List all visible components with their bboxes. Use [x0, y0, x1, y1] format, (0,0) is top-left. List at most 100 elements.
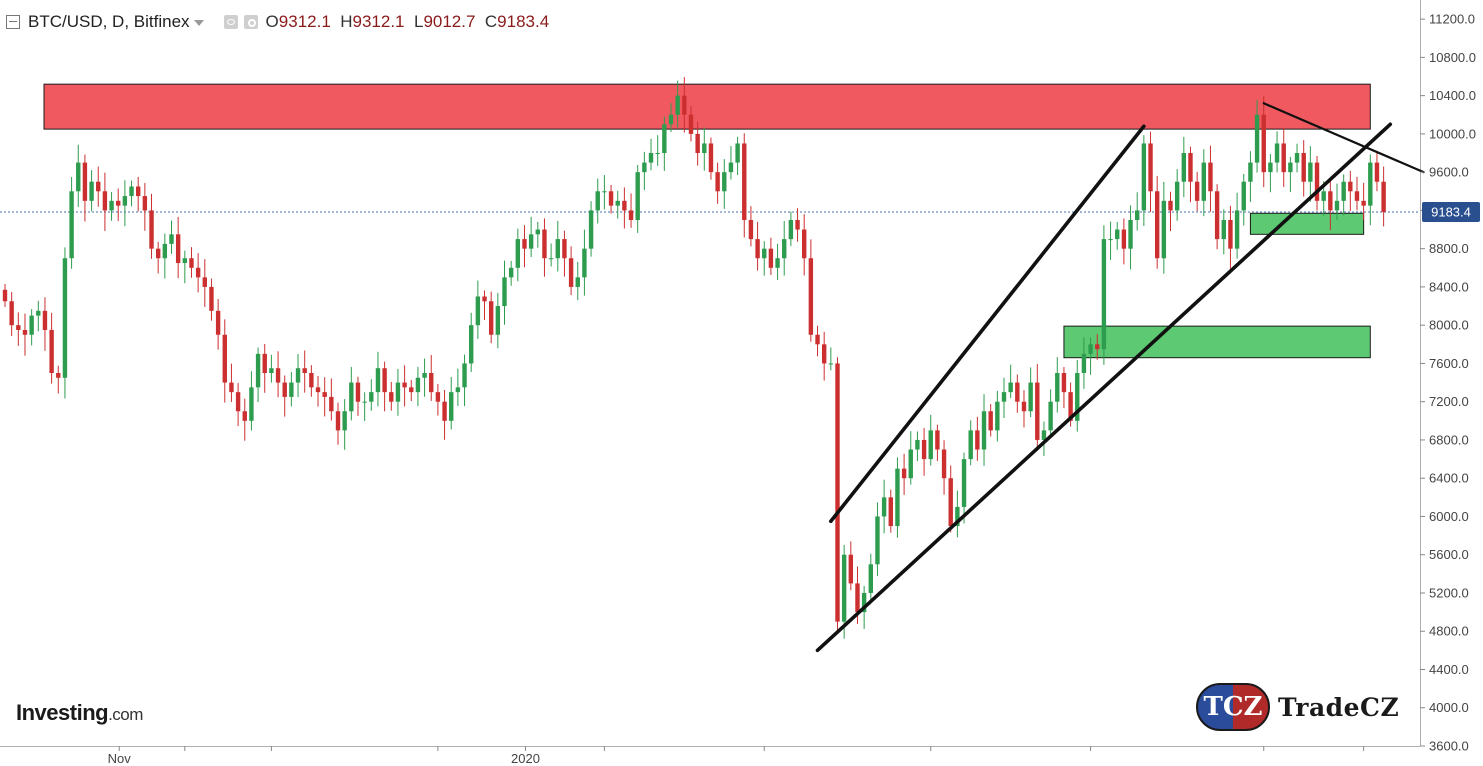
- candle-body: [9, 301, 14, 326]
- candle-body: [1208, 162, 1213, 192]
- candle-body: [1168, 200, 1173, 211]
- candle-body: [282, 382, 287, 397]
- candle-body: [808, 258, 814, 335]
- candle-body: [1314, 162, 1320, 201]
- candle-body: [449, 392, 454, 421]
- candle-body: [1334, 200, 1340, 211]
- candle-body: [1035, 382, 1040, 440]
- candle-body: [528, 234, 534, 249]
- candle-body: [1028, 382, 1033, 412]
- candle-body: [1294, 153, 1300, 163]
- candle-body: [622, 200, 627, 211]
- candlesticks: [2, 77, 1386, 639]
- candle-body: [116, 200, 121, 206]
- candle-body: [1228, 219, 1233, 249]
- candle-body: [715, 172, 720, 192]
- candle-body: [96, 181, 101, 192]
- collapse-icon[interactable]: [6, 15, 20, 29]
- candle-body: [722, 172, 727, 192]
- candle-body: [29, 315, 34, 335]
- candle-body: [548, 258, 554, 260]
- candle-body: [815, 334, 820, 345]
- candle-body: [1101, 239, 1107, 350]
- candle-body: [355, 382, 361, 402]
- candle-body: [215, 310, 221, 335]
- candle-body: [1128, 219, 1133, 249]
- candle-body: [655, 153, 660, 155]
- candle-body: [955, 506, 960, 527]
- candle-body: [329, 396, 334, 412]
- symbol-title[interactable]: BTC/USD, D, Bitfinex: [28, 12, 190, 31]
- close-value: 9183.4: [497, 12, 550, 31]
- candle-body: [1221, 219, 1226, 240]
- candle-body: [102, 191, 108, 211]
- candle-body: [16, 325, 21, 330]
- candle-body: [395, 382, 401, 402]
- candle-body: [602, 191, 607, 193]
- candle-body: [1361, 200, 1366, 206]
- y-tick-label: 11200.0: [1429, 12, 1475, 27]
- candle-body: [462, 363, 467, 388]
- candle-body: [1141, 143, 1147, 211]
- candle-body: [295, 368, 301, 383]
- candle-body: [482, 296, 487, 302]
- candle-body: [122, 196, 128, 206]
- candle-body: [1328, 191, 1333, 211]
- candle-body: [1274, 143, 1280, 163]
- candle-body: [708, 143, 714, 173]
- y-tick-label: 4800.0: [1429, 624, 1469, 639]
- candle-body: [36, 310, 41, 316]
- candle-body: [908, 449, 913, 479]
- candle-body: [735, 143, 740, 163]
- y-tick-label: 9600.0: [1429, 165, 1469, 180]
- candle-body: [1181, 153, 1187, 182]
- candle-body: [988, 411, 993, 431]
- candle-body: [162, 243, 168, 259]
- chevron-down-icon[interactable]: [193, 20, 204, 26]
- y-tick-label: 8800.0: [1429, 241, 1469, 256]
- candle-body: [375, 368, 381, 393]
- candle-body: [302, 368, 307, 373]
- y-tick-label: 6800.0: [1429, 432, 1469, 447]
- candle-body: [1281, 143, 1286, 173]
- y-axis-ticks: 11200.010800.010400.010000.09600.09200.0…: [1420, 12, 1476, 754]
- candle-body: [1001, 392, 1007, 402]
- candle-body: [262, 353, 267, 373]
- candle-body: [349, 382, 354, 412]
- y-tick-label: 5200.0: [1429, 585, 1469, 600]
- candle-body: [1088, 344, 1093, 354]
- candle-body: [1261, 114, 1266, 173]
- candle-body: [608, 191, 614, 206]
- candle-body: [595, 191, 600, 211]
- candle-body: [575, 277, 580, 287]
- candle-body: [222, 334, 227, 383]
- x-tick-label: Nov: [108, 751, 132, 766]
- candle-body: [861, 592, 867, 613]
- y-tick-label: 4000.0: [1429, 700, 1469, 715]
- candle-body: [1348, 181, 1353, 192]
- candle-body: [1161, 200, 1167, 259]
- candle-body: [1248, 162, 1253, 182]
- eye-icon[interactable]: [223, 15, 238, 29]
- candle-body: [742, 143, 747, 220]
- candle-body: [229, 382, 234, 393]
- candle-body: [142, 196, 148, 211]
- candle-body: [915, 439, 920, 450]
- candle-body: [169, 234, 174, 244]
- y-tick-label: 8000.0: [1429, 318, 1469, 333]
- gear-icon[interactable]: [243, 15, 258, 29]
- candle-body: [89, 181, 94, 201]
- candle-body: [409, 387, 414, 393]
- candle-body: [522, 239, 527, 249]
- candle-body: [1214, 191, 1220, 240]
- candle-body: [568, 258, 574, 287]
- tradecz-logo: TCZ TradeCZ: [1196, 683, 1399, 731]
- candle-body: [668, 114, 674, 125]
- candle-body: [1148, 143, 1153, 192]
- candle-body: [888, 497, 893, 527]
- resistance-zone: [43, 83, 1371, 130]
- last-price-label: 9183.4: [1431, 204, 1471, 219]
- candle-body: [702, 143, 707, 154]
- candle-body: [628, 210, 634, 220]
